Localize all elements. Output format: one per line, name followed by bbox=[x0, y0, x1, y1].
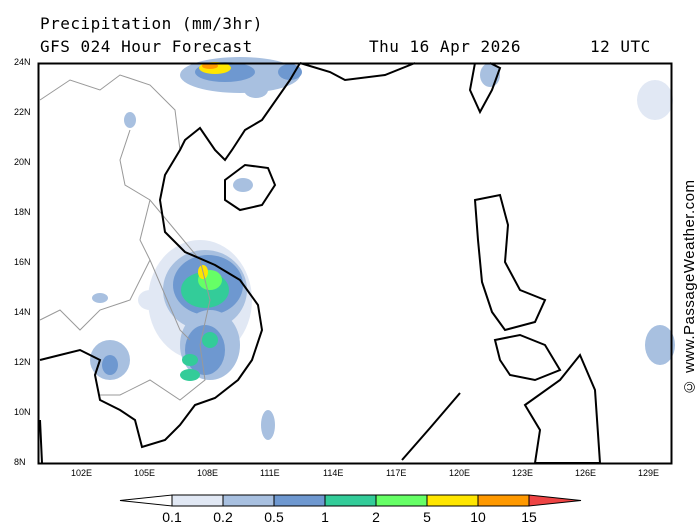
map-frame bbox=[37, 62, 673, 465]
palawan-island bbox=[401, 392, 461, 461]
map-subtitle: GFS 024 Hour Forecast bbox=[40, 37, 253, 56]
lat-tick-label: 24N bbox=[14, 57, 31, 67]
legend-label: 15 bbox=[521, 509, 537, 525]
legend-label: 0.5 bbox=[264, 509, 284, 525]
legend-label: 10 bbox=[470, 509, 486, 525]
lon-tick-label: 114E bbox=[323, 468, 344, 478]
lon-tick-label: 120E bbox=[449, 468, 471, 478]
legend-arrow-high bbox=[528, 494, 582, 507]
lon-tick-label: 111E bbox=[260, 468, 280, 478]
legend-arrow-low bbox=[119, 494, 173, 507]
legend-label: 0.1 bbox=[162, 509, 182, 525]
lon-tick-label: 102E bbox=[71, 468, 93, 478]
mindanao-island bbox=[523, 353, 602, 464]
legend-swatch bbox=[426, 494, 479, 507]
lat-tick-label: 12N bbox=[14, 357, 31, 367]
lat-tick-label: 14N bbox=[14, 307, 31, 317]
hainan-island bbox=[224, 163, 277, 212]
lon-tick-label: 105E bbox=[134, 468, 156, 478]
lon-tick-label: 108E bbox=[197, 468, 219, 478]
country-borders bbox=[39, 74, 211, 401]
forecast-date: Thu 16 Apr 2026 bbox=[369, 37, 521, 56]
lat-tick-label: 16N bbox=[14, 257, 31, 267]
lat-tick-label: 20N bbox=[14, 157, 31, 167]
legend-swatch bbox=[375, 494, 428, 507]
lon-tick-label: 117E bbox=[386, 468, 407, 478]
taiwan-island bbox=[468, 62, 502, 115]
legend-swatch bbox=[171, 494, 224, 507]
legend-label: 2 bbox=[372, 509, 380, 525]
forecast-time: 12 UTC bbox=[590, 37, 651, 56]
lon-tick-label: 123E bbox=[512, 468, 534, 478]
luzon-island bbox=[473, 193, 547, 332]
legend-swatch bbox=[324, 494, 377, 507]
legend-swatch bbox=[222, 494, 275, 507]
lat-tick-label: 8N bbox=[14, 457, 26, 467]
lon-tick-label: 126E bbox=[575, 468, 597, 478]
legend-label: 0.2 bbox=[213, 509, 233, 525]
legend-swatch bbox=[273, 494, 326, 507]
visayas-islands bbox=[493, 333, 562, 382]
map-title: Precipitation (mm/3hr) bbox=[40, 14, 263, 33]
lon-tick-label: 129E bbox=[638, 468, 660, 478]
legend-label: 5 bbox=[423, 509, 431, 525]
lat-tick-label: 22N bbox=[14, 107, 31, 117]
coastlines bbox=[39, 62, 602, 464]
lat-tick-label: 18N bbox=[14, 207, 31, 217]
legend-swatch bbox=[477, 494, 530, 507]
lat-tick-label: 10N bbox=[14, 407, 31, 417]
legend-label: 1 bbox=[321, 509, 329, 525]
precip-field bbox=[90, 57, 675, 440]
